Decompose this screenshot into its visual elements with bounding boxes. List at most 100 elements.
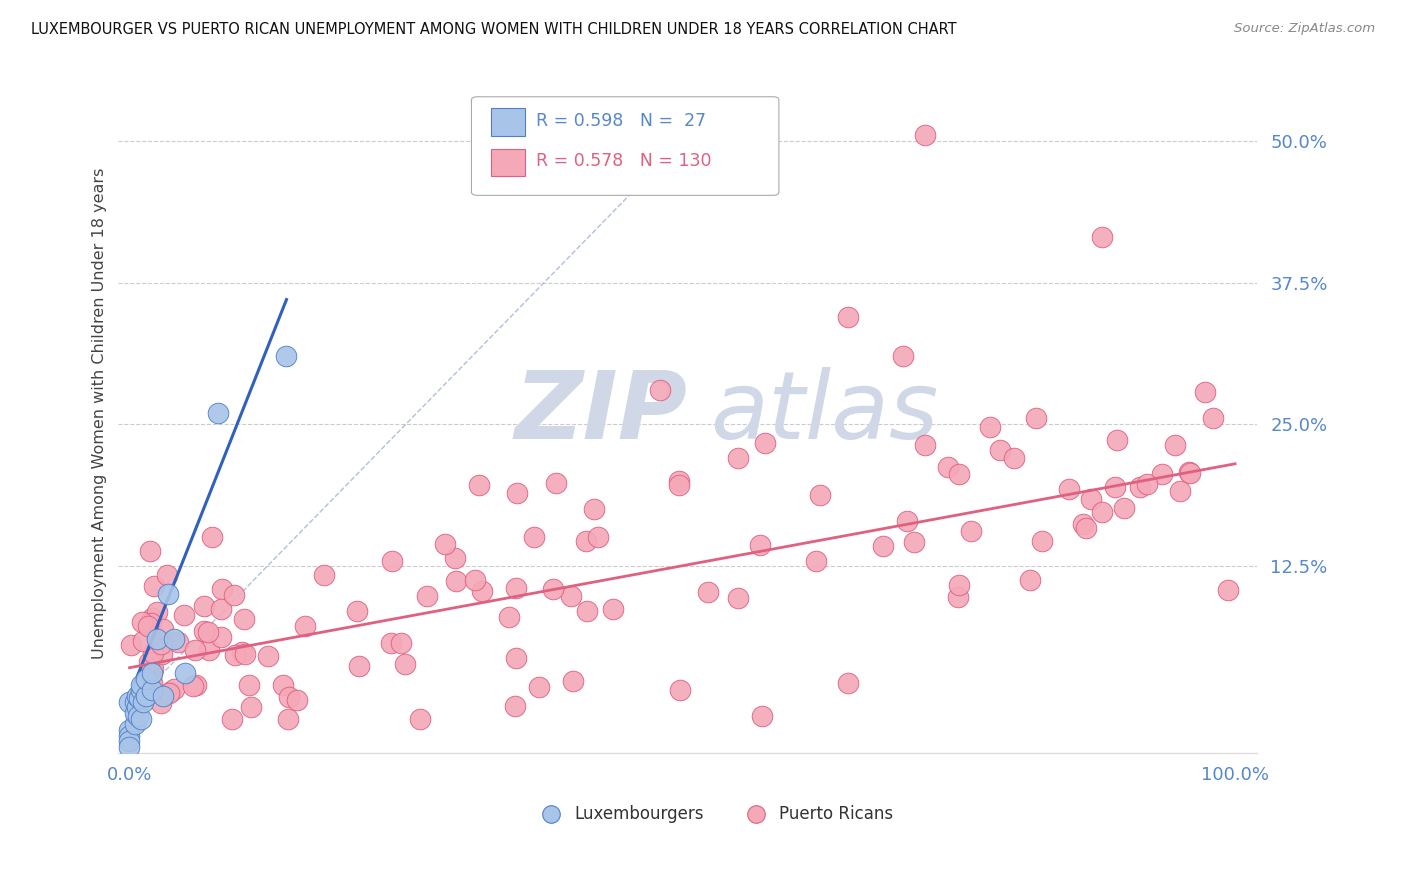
Point [209,601,232,615]
Point [804,553,827,567]
Point [737,802,759,816]
Point [380,635,402,649]
Point [142,647,165,661]
Point [1002,451,1025,466]
Point [1112,501,1135,516]
Point [468,478,491,492]
Point [872,539,894,553]
Point [150,637,173,651]
Point [129,678,152,692]
Point [294,619,316,633]
Point [1104,480,1126,494]
Point [1074,521,1097,535]
Point [181,679,204,693]
Point [132,695,155,709]
Point [120,638,142,652]
Y-axis label: Unemployment Among Women with Children Under 18 years: Unemployment Among Women with Children U… [93,167,107,658]
Point [239,700,262,714]
Point [173,607,195,622]
Point [142,662,165,676]
Point [936,459,959,474]
Point [988,442,1011,457]
Point [650,383,672,397]
Point [546,476,568,491]
Point [277,690,299,704]
Point [143,579,166,593]
Text: Source: ZipAtlas.com: Source: ZipAtlas.com [1234,22,1375,36]
Point [127,689,149,703]
Point [156,567,179,582]
FancyBboxPatch shape [491,149,524,177]
Point [914,438,936,452]
Point [138,656,160,670]
Point [1019,573,1042,587]
Point [948,591,970,605]
Point [503,698,526,713]
Point [409,712,432,726]
Point [837,676,859,690]
Point [231,645,253,659]
Text: R = 0.578   N = 130: R = 0.578 N = 130 [536,153,711,170]
Point [896,514,918,528]
Point [588,530,610,544]
Point [197,625,219,640]
Point [118,734,141,748]
Point [152,647,174,661]
Point [346,604,368,618]
Point [157,686,180,700]
Point [668,474,690,488]
Text: Luxembourgers: Luxembourgers [574,805,703,822]
Point [139,543,162,558]
Point [893,349,915,363]
Point [127,709,149,723]
Text: LUXEMBOURGER VS PUERTO RICAN UNEMPLOYMENT AMONG WOMEN WITH CHILDREN UNDER 18 YEA: LUXEMBOURGER VS PUERTO RICAN UNEMPLOYMEN… [31,22,956,37]
Point [159,685,181,699]
Point [271,678,294,692]
Point [979,420,1001,434]
Point [749,538,772,552]
Point [575,533,598,548]
Point [523,530,546,544]
Point [576,604,599,618]
Point [152,689,174,703]
Point [201,530,224,544]
FancyBboxPatch shape [471,96,779,195]
Point [560,589,582,603]
Point [582,502,605,516]
FancyBboxPatch shape [491,108,524,136]
Point [960,524,983,539]
Point [141,671,163,685]
Point [1107,434,1129,448]
Point [277,712,299,726]
Point [1136,476,1159,491]
Point [211,630,233,644]
Point [1168,484,1191,499]
Point [381,554,404,568]
Point [1194,384,1216,399]
Point [948,578,970,592]
Point [1091,505,1114,519]
Point [146,632,169,647]
Point [837,310,859,324]
Point [527,680,550,694]
Point [221,712,243,726]
Point [129,683,152,698]
Text: Puerto Ricans: Puerto Ricans [779,805,893,822]
Point [538,802,561,816]
Point [389,636,412,650]
Text: ZIP: ZIP [515,367,688,458]
Point [141,611,163,625]
Point [207,406,229,420]
Point [1091,230,1114,244]
Point [131,615,153,629]
Point [233,647,256,661]
Point [498,610,520,624]
Point [1031,534,1053,549]
Point [727,591,749,605]
Point [146,605,169,619]
Point [197,642,219,657]
Point [668,477,690,491]
Point [312,568,335,582]
Point [541,582,564,596]
Point [135,672,157,686]
